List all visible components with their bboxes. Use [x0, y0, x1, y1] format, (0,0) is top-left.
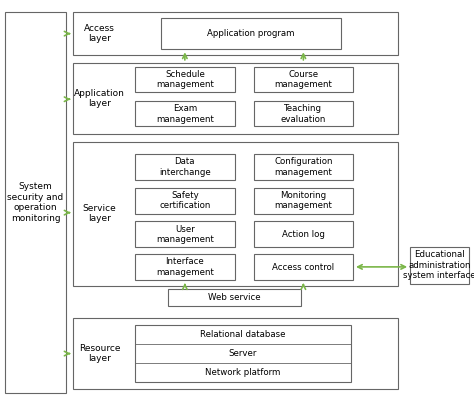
FancyBboxPatch shape	[168, 289, 301, 306]
Text: Application program: Application program	[208, 29, 295, 38]
Text: Educational
administration
system interface: Educational administration system interf…	[403, 250, 474, 280]
Text: Network platform: Network platform	[205, 368, 281, 377]
FancyBboxPatch shape	[5, 12, 66, 393]
Text: Data
interchange: Data interchange	[159, 158, 211, 177]
FancyBboxPatch shape	[254, 188, 353, 214]
Text: User
management: User management	[156, 225, 214, 244]
FancyBboxPatch shape	[254, 67, 353, 92]
Text: Course
management: Course management	[274, 70, 332, 90]
FancyBboxPatch shape	[73, 63, 398, 134]
FancyBboxPatch shape	[135, 67, 235, 92]
Text: Resource
layer: Resource layer	[79, 344, 120, 363]
Text: Exam
management: Exam management	[156, 104, 214, 124]
Text: Configuration
management: Configuration management	[274, 158, 333, 177]
Text: Schedule
management: Schedule management	[156, 70, 214, 90]
Text: System
security and
operation
monitoring: System security and operation monitoring	[8, 182, 64, 223]
FancyBboxPatch shape	[254, 101, 353, 126]
FancyBboxPatch shape	[254, 154, 353, 180]
Text: Monitoring
management: Monitoring management	[274, 191, 332, 210]
FancyBboxPatch shape	[135, 254, 235, 280]
FancyBboxPatch shape	[135, 101, 235, 126]
FancyBboxPatch shape	[73, 12, 398, 55]
FancyBboxPatch shape	[254, 254, 353, 280]
Text: Server: Server	[229, 349, 257, 358]
FancyBboxPatch shape	[254, 221, 353, 247]
FancyBboxPatch shape	[135, 221, 235, 247]
FancyBboxPatch shape	[135, 325, 351, 382]
FancyBboxPatch shape	[73, 142, 398, 286]
Text: Relational database: Relational database	[200, 330, 286, 339]
Text: Service
layer: Service layer	[82, 204, 117, 223]
FancyBboxPatch shape	[135, 154, 235, 180]
Text: Access control: Access control	[272, 262, 335, 272]
Text: Interface
management: Interface management	[156, 258, 214, 277]
Text: Access
layer: Access layer	[84, 24, 115, 43]
FancyBboxPatch shape	[73, 318, 398, 389]
Text: Application
layer: Application layer	[74, 89, 125, 108]
FancyBboxPatch shape	[135, 188, 235, 214]
Text: Web service: Web service	[208, 293, 261, 302]
FancyBboxPatch shape	[410, 247, 469, 284]
Text: Safety
certification: Safety certification	[159, 191, 210, 210]
FancyBboxPatch shape	[161, 18, 341, 49]
Text: Action log: Action log	[282, 230, 325, 239]
Text: Teaching
evaluation: Teaching evaluation	[281, 104, 326, 124]
